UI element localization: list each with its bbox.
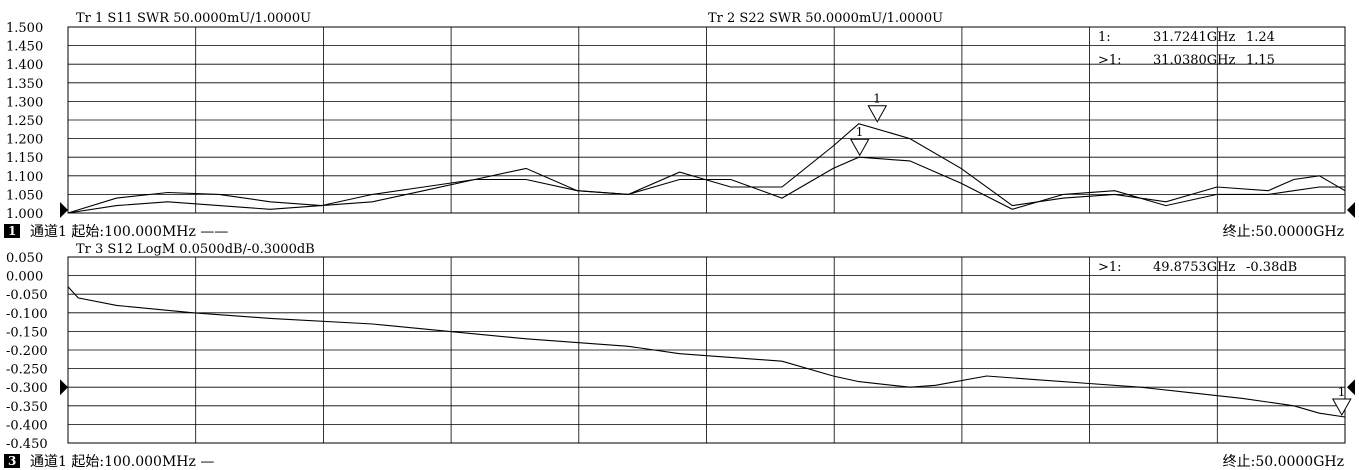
trace-header: Tr 3 S12 LogM 0.0500dB/-0.3000dB (76, 242, 315, 257)
y-tick-label: 1.300 (6, 95, 43, 110)
marker-readout-value: 1.15 (1246, 53, 1275, 68)
y-tick-label: 1.050 (6, 188, 43, 203)
marker-readout-label: >1: (1098, 260, 1122, 275)
y-tick-label: 1.100 (6, 170, 43, 185)
sweep-stop-label: 终止:50.0000GHz (1223, 224, 1344, 240)
channel-badge-number: 3 (8, 454, 16, 468)
y-tick-label: -0.050 (6, 288, 48, 303)
marker-triangle (849, 138, 870, 157)
y-tick-label: 1.400 (6, 58, 43, 73)
y-tick-label: 0.000 (6, 270, 43, 285)
y-tick-label: 0.050 (6, 251, 43, 266)
marker-readout-frequency: 49.8753GHz (1153, 260, 1235, 275)
trace-header: Tr 1 S11 SWR 50.0000mU/1.0000U (76, 11, 311, 26)
y-tick-label: -0.200 (6, 344, 48, 359)
y-tick-label: -0.250 (6, 363, 48, 378)
sweep-start-label: 通道1 起始:100.000MHz —— (30, 224, 228, 240)
y-tick-label: 1.250 (6, 114, 43, 129)
reference-arrow-left (60, 202, 68, 218)
series-line (67, 156, 1345, 214)
marker-readout-label: 1: (1098, 30, 1111, 45)
channel-badge (4, 224, 20, 238)
trace-header: Tr 2 S22 SWR 50.0000mU/1.0000U (708, 11, 943, 26)
marker-label: 1 (856, 125, 864, 139)
marker-label: 1 (873, 92, 881, 106)
y-tick-label: -0.350 (6, 400, 48, 415)
marker-label: 1 (1338, 385, 1346, 399)
y-tick-label: -0.150 (6, 325, 48, 340)
y-tick-label: -0.100 (6, 307, 48, 322)
y-tick-label: 1.350 (6, 77, 43, 92)
reference-arrow-right (1347, 202, 1355, 218)
y-tick-label: -0.300 (6, 381, 48, 396)
y-tick-label: 1.000 (6, 207, 43, 222)
marker-readout-label: >1: (1098, 53, 1122, 68)
marker-readout-frequency: 31.7241GHz (1153, 30, 1235, 45)
sweep-stop-label: 终止:50.0000GHz (1223, 454, 1344, 470)
y-tick-label: 1.450 (6, 40, 43, 55)
reference-arrow-left (60, 379, 68, 396)
series-line (67, 123, 1346, 214)
y-tick-label: -0.450 (6, 437, 48, 452)
marker-triangle (1331, 398, 1352, 416)
channel-badge (4, 454, 20, 468)
sweep-start-label: 通道1 起始:100.000MHz — (30, 454, 214, 470)
marker-triangle (867, 105, 888, 123)
top-chart-panel: 1.500 1.450 1.400 1.350 1.300 1.250 1.200 1.150… (4, 11, 1355, 240)
marker-readout-frequency: 31.0380GHz (1153, 53, 1235, 68)
y-tick-label: 1.200 (6, 133, 43, 148)
reference-arrow-right (1347, 379, 1355, 396)
channel-badge-number: 1 (8, 224, 16, 238)
y-tick-label: -0.400 (6, 418, 48, 433)
marker-readout-value: 1.24 (1246, 30, 1275, 45)
bottom-chart-panel: 0.050 0.000 -0.050 -0.100 -0.150 -0.200 -0.250… (4, 242, 1355, 470)
y-tick-label: 1.150 (6, 151, 43, 166)
series-line (67, 286, 1346, 418)
marker-readout-value: -0.38dB (1246, 260, 1297, 275)
y-tick-label: 1.500 (6, 21, 43, 36)
